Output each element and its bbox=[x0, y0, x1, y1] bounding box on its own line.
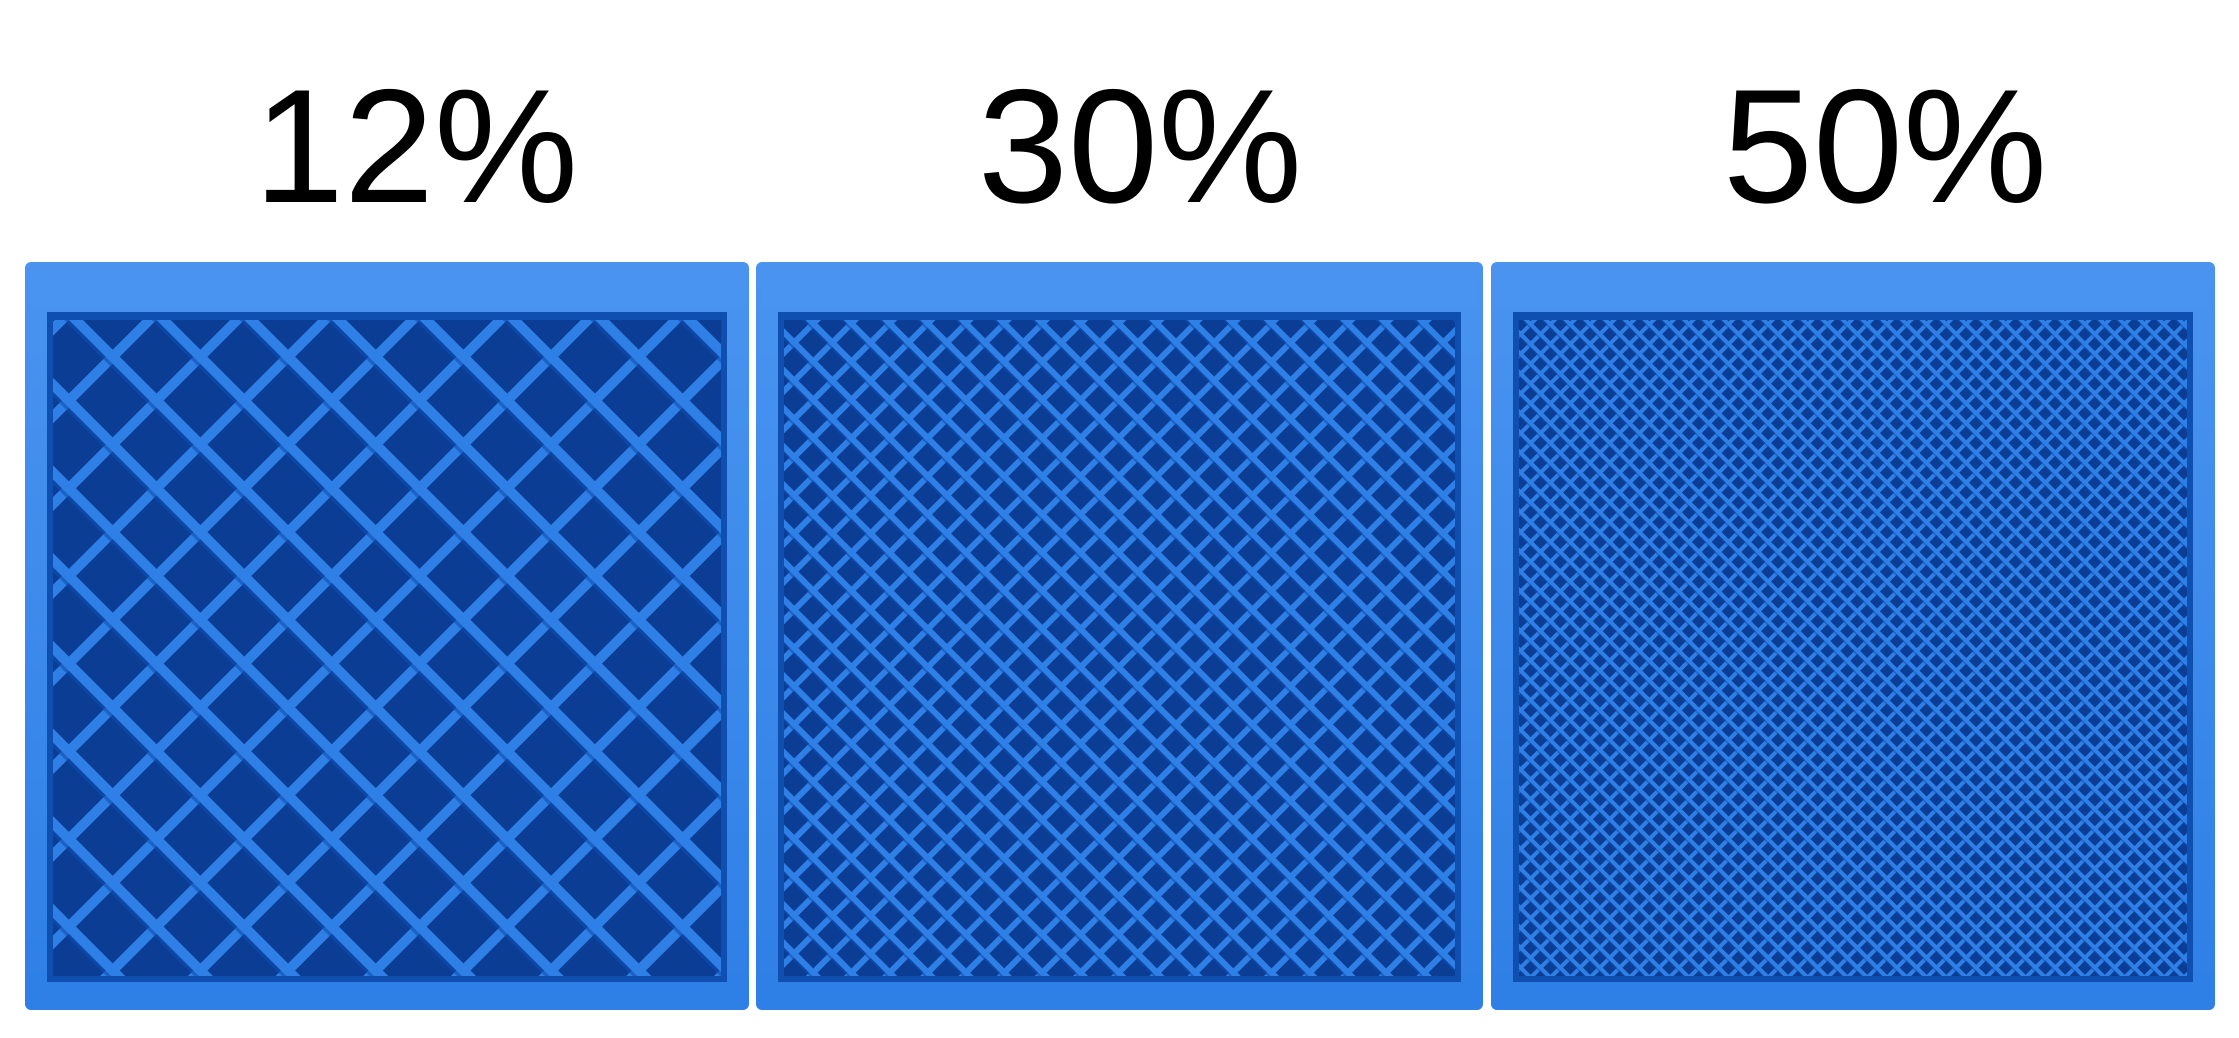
sample-svg bbox=[1491, 262, 2215, 1010]
infill-lattice bbox=[784, 320, 1455, 976]
infill-sample-12 bbox=[25, 262, 749, 1010]
infill-label-30: 30% bbox=[977, 56, 1303, 237]
infill-label-12: 12% bbox=[253, 56, 579, 237]
sample-top-lip bbox=[31, 266, 743, 306]
infill-lattice bbox=[53, 320, 721, 976]
infill-sample-50 bbox=[1491, 262, 2215, 1010]
sample-svg bbox=[25, 262, 749, 1010]
infill-label-50: 50% bbox=[1722, 56, 2048, 237]
infill-sample-30 bbox=[756, 262, 1483, 1010]
infill-lattice bbox=[1519, 320, 2187, 976]
sample-top-lip bbox=[1497, 266, 2209, 306]
sample-top-lip bbox=[762, 266, 1477, 306]
sample-svg bbox=[756, 262, 1483, 1010]
